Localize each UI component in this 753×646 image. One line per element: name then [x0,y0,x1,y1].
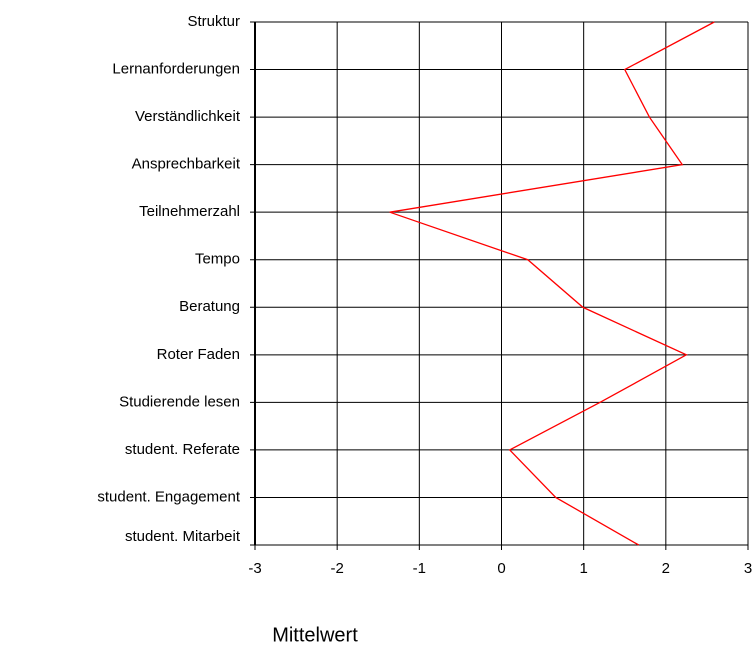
y-tick-label: Tempo [195,251,240,268]
y-tick-label: student. Engagement [97,488,240,505]
y-tick-label: Ansprechbarkeit [132,156,241,173]
x-axis-label: Mittelwert [272,624,358,646]
x-tick-label: 3 [744,560,752,577]
x-tick-label: -1 [413,560,426,577]
y-tick-label: Studierende lesen [119,393,240,410]
y-tick-label: Verständlichkeit [135,108,241,125]
x-tick-label: 2 [662,560,670,577]
x-tick-label: 1 [579,560,587,577]
x-tick-label: 0 [497,560,505,577]
y-tick-label: Struktur [187,13,240,30]
x-tick-label: -3 [248,560,261,577]
y-tick-label: Beratung [179,298,240,315]
y-tick-label: student. Mitarbeit [125,528,241,545]
y-tick-label: Roter Faden [157,346,240,363]
series-line [389,21,715,546]
y-tick-label: Teilnehmerzahl [139,203,240,220]
x-tick-label: -2 [330,560,343,577]
y-tick-label: student. Referate [125,441,240,458]
y-tick-label: Lernanforderungen [112,61,240,78]
